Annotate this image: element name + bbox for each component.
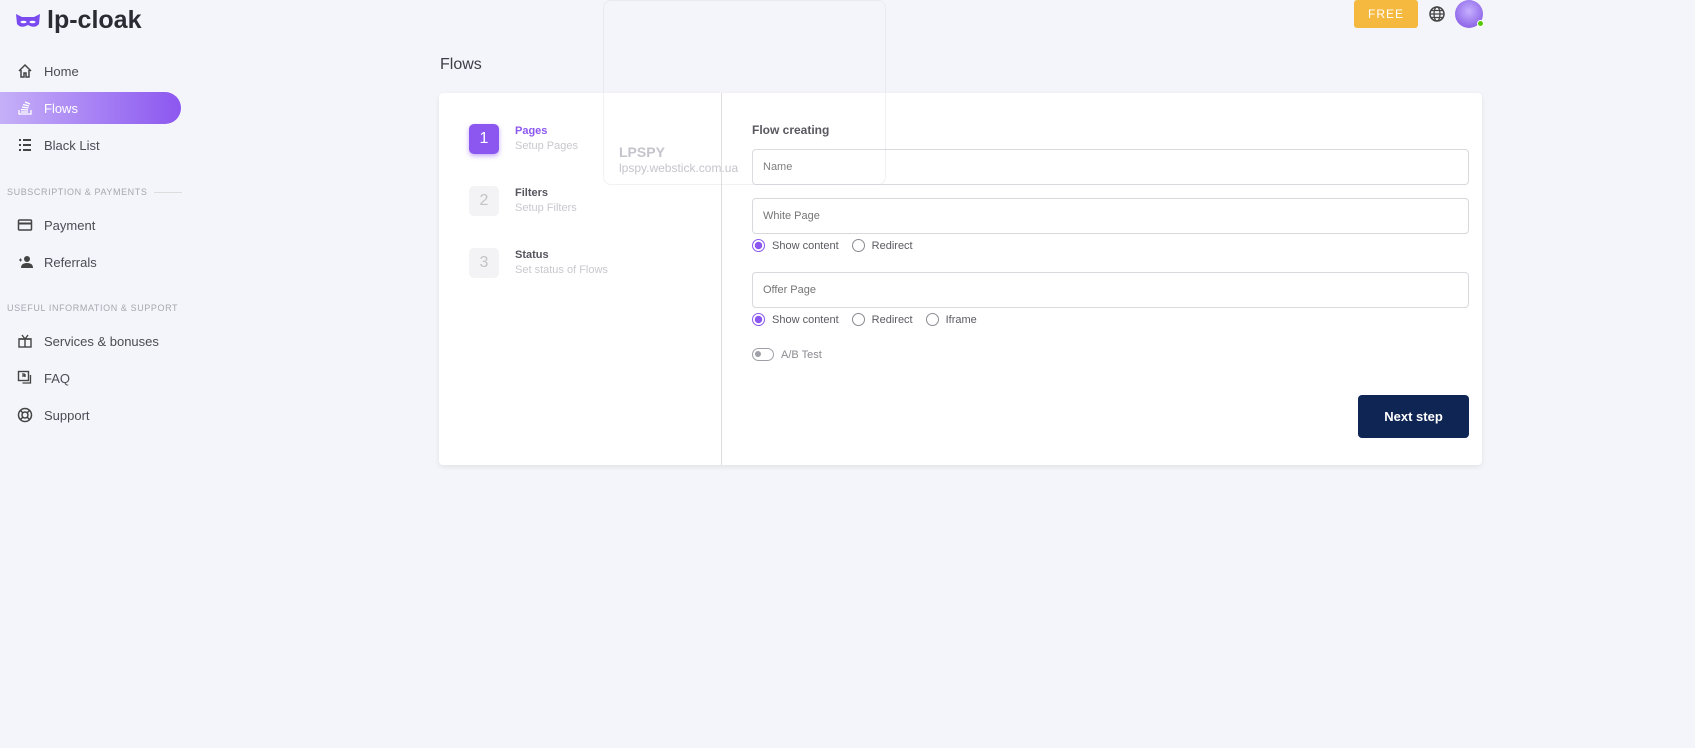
brand-name: lp-cloak bbox=[47, 6, 142, 34]
white-redirect-radio[interactable]: Redirect bbox=[851, 239, 913, 252]
offer-page-mode-group: Show content Redirect Iframe bbox=[752, 313, 977, 326]
divider bbox=[153, 191, 182, 193]
sidebar-item-label: FAQ bbox=[44, 370, 71, 386]
mask-icon bbox=[16, 13, 40, 27]
user-star-icon bbox=[19, 256, 33, 268]
radio-circle bbox=[752, 239, 765, 252]
sidebar-item-faq[interactable]: FAQ bbox=[0, 362, 181, 394]
faq-icon bbox=[17, 370, 32, 384]
list-icon bbox=[19, 139, 31, 151]
form-title: Flow creating bbox=[752, 123, 830, 137]
toggle-switch[interactable] bbox=[752, 348, 774, 361]
vertical-divider bbox=[721, 93, 722, 465]
credit-card-icon bbox=[17, 219, 33, 231]
toggle-label: A/B Test bbox=[781, 348, 822, 361]
offer-show-content-radio[interactable]: Show content bbox=[752, 313, 839, 326]
home-icon bbox=[18, 63, 32, 78]
sidebar-item-flows[interactable]: Flows bbox=[0, 92, 181, 124]
sidebar-item-label: Black List bbox=[44, 137, 100, 153]
page-title: Flows bbox=[440, 56, 482, 73]
flows-icon bbox=[18, 101, 32, 115]
offer-page-input[interactable] bbox=[752, 272, 1469, 308]
lifebuoy-icon bbox=[17, 407, 33, 423]
step-title: Filters bbox=[515, 187, 549, 199]
section-title: USEFUL INFORMATION & SUPPORT bbox=[7, 303, 179, 313]
step-subtitle: Setup Filters bbox=[515, 202, 577, 214]
sidebar-item-home[interactable]: Home bbox=[0, 55, 181, 87]
radio-circle bbox=[752, 313, 765, 326]
logo[interactable]: lp-cloak bbox=[15, 6, 141, 35]
white-page-mode-group: Show content Redirect bbox=[752, 239, 913, 252]
sidebar-item-black-list[interactable]: Black List bbox=[0, 129, 181, 161]
radio-label: Redirect bbox=[871, 313, 913, 326]
section-title: SUBSCRIPTION & PAYMENTS bbox=[7, 187, 148, 197]
sidebar-item-referrals[interactable]: Referrals bbox=[0, 246, 181, 278]
step-subtitle: Set status of Flows bbox=[515, 264, 608, 276]
flow-wizard-card: 1 Pages Setup Pages 2 Filters Setup Filter… bbox=[439, 93, 1482, 465]
step-number: 2 bbox=[469, 186, 499, 216]
name-input[interactable] bbox=[752, 149, 1469, 185]
sidebar-item-label: Home bbox=[44, 63, 79, 79]
radio-label: Iframe bbox=[945, 313, 977, 326]
sidebar-item-services[interactable]: Services & bonuses bbox=[0, 325, 181, 357]
sidebar-item-payment[interactable]: Payment bbox=[0, 209, 181, 241]
plan-badge-button[interactable]: FREE bbox=[1354, 0, 1418, 28]
section-header-support: USEFUL INFORMATION & SUPPORT bbox=[7, 303, 178, 313]
step-title: Status bbox=[515, 249, 549, 261]
sidebar-item-label: Flows bbox=[44, 100, 78, 116]
avatar[interactable] bbox=[1455, 0, 1484, 28]
next-step-button[interactable]: Next step bbox=[1358, 395, 1469, 438]
sidebar-item-label: Support bbox=[44, 407, 90, 423]
step-number: 3 bbox=[469, 248, 499, 278]
ab-test-toggle[interactable]: A/B Test bbox=[752, 348, 822, 361]
radio-circle bbox=[851, 313, 865, 326]
step-status[interactable]: 3 Status Set status of Flows bbox=[469, 248, 608, 278]
step-subtitle: Setup Pages bbox=[515, 140, 578, 152]
radio-label: Show content bbox=[772, 313, 839, 326]
step-title: Pages bbox=[515, 125, 548, 137]
sidebar-item-support[interactable]: Support bbox=[0, 399, 181, 431]
radio-circle bbox=[851, 239, 865, 252]
offer-redirect-radio[interactable]: Redirect bbox=[851, 313, 913, 326]
step-pages[interactable]: 1 Pages Setup Pages bbox=[469, 124, 578, 154]
online-status-dot bbox=[1477, 20, 1484, 27]
sidebar-item-label: Referrals bbox=[44, 254, 97, 270]
step-filters[interactable]: 2 Filters Setup Filters bbox=[469, 186, 577, 216]
radio-label: Redirect bbox=[871, 239, 913, 252]
radio-circle bbox=[925, 313, 939, 326]
step-number: 1 bbox=[469, 124, 499, 154]
section-header-subscription: SUBSCRIPTION & PAYMENTS bbox=[7, 187, 182, 197]
sidebar-item-label: Payment bbox=[44, 217, 96, 233]
white-show-content-radio[interactable]: Show content bbox=[752, 239, 839, 252]
sidebar-item-label: Services & bonuses bbox=[44, 333, 159, 349]
white-page-input[interactable] bbox=[752, 198, 1469, 234]
globe-icon[interactable] bbox=[1428, 5, 1446, 23]
radio-label: Show content bbox=[772, 239, 839, 252]
offer-iframe-radio[interactable]: Iframe bbox=[925, 313, 977, 326]
gift-icon bbox=[18, 334, 32, 348]
